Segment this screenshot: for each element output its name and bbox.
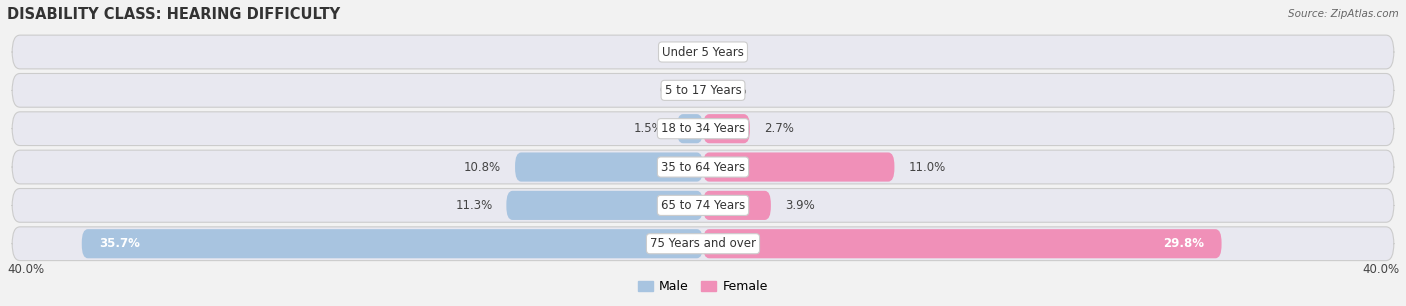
Legend: Male, Female: Male, Female bbox=[633, 275, 773, 298]
Text: 0.0%: 0.0% bbox=[659, 46, 689, 58]
Text: 3.9%: 3.9% bbox=[785, 199, 814, 212]
Text: DISABILITY CLASS: HEARING DIFFICULTY: DISABILITY CLASS: HEARING DIFFICULTY bbox=[7, 7, 340, 22]
Text: 65 to 74 Years: 65 to 74 Years bbox=[661, 199, 745, 212]
FancyBboxPatch shape bbox=[13, 227, 1393, 261]
Text: 75 Years and over: 75 Years and over bbox=[650, 237, 756, 250]
FancyBboxPatch shape bbox=[703, 114, 749, 143]
FancyBboxPatch shape bbox=[703, 191, 770, 220]
Text: 0.0%: 0.0% bbox=[717, 46, 747, 58]
Text: 0.0%: 0.0% bbox=[659, 84, 689, 97]
Text: 40.0%: 40.0% bbox=[1362, 263, 1399, 276]
Text: 40.0%: 40.0% bbox=[7, 263, 44, 276]
FancyBboxPatch shape bbox=[82, 229, 703, 258]
Text: Under 5 Years: Under 5 Years bbox=[662, 46, 744, 58]
Text: 29.8%: 29.8% bbox=[1163, 237, 1204, 250]
Text: 1.5%: 1.5% bbox=[633, 122, 664, 135]
FancyBboxPatch shape bbox=[13, 112, 1393, 146]
Text: 5 to 17 Years: 5 to 17 Years bbox=[665, 84, 741, 97]
Text: 10.8%: 10.8% bbox=[464, 161, 501, 174]
Text: 11.0%: 11.0% bbox=[908, 161, 946, 174]
FancyBboxPatch shape bbox=[13, 150, 1393, 184]
FancyBboxPatch shape bbox=[703, 152, 894, 181]
FancyBboxPatch shape bbox=[676, 114, 703, 143]
FancyBboxPatch shape bbox=[703, 229, 1222, 258]
Text: 0.0%: 0.0% bbox=[717, 84, 747, 97]
Text: 2.7%: 2.7% bbox=[763, 122, 794, 135]
FancyBboxPatch shape bbox=[515, 152, 703, 181]
FancyBboxPatch shape bbox=[13, 188, 1393, 222]
Text: 11.3%: 11.3% bbox=[456, 199, 492, 212]
Text: Source: ZipAtlas.com: Source: ZipAtlas.com bbox=[1288, 9, 1399, 19]
Text: 35.7%: 35.7% bbox=[100, 237, 141, 250]
FancyBboxPatch shape bbox=[13, 73, 1393, 107]
FancyBboxPatch shape bbox=[506, 191, 703, 220]
FancyBboxPatch shape bbox=[13, 35, 1393, 69]
Text: 35 to 64 Years: 35 to 64 Years bbox=[661, 161, 745, 174]
Text: 18 to 34 Years: 18 to 34 Years bbox=[661, 122, 745, 135]
